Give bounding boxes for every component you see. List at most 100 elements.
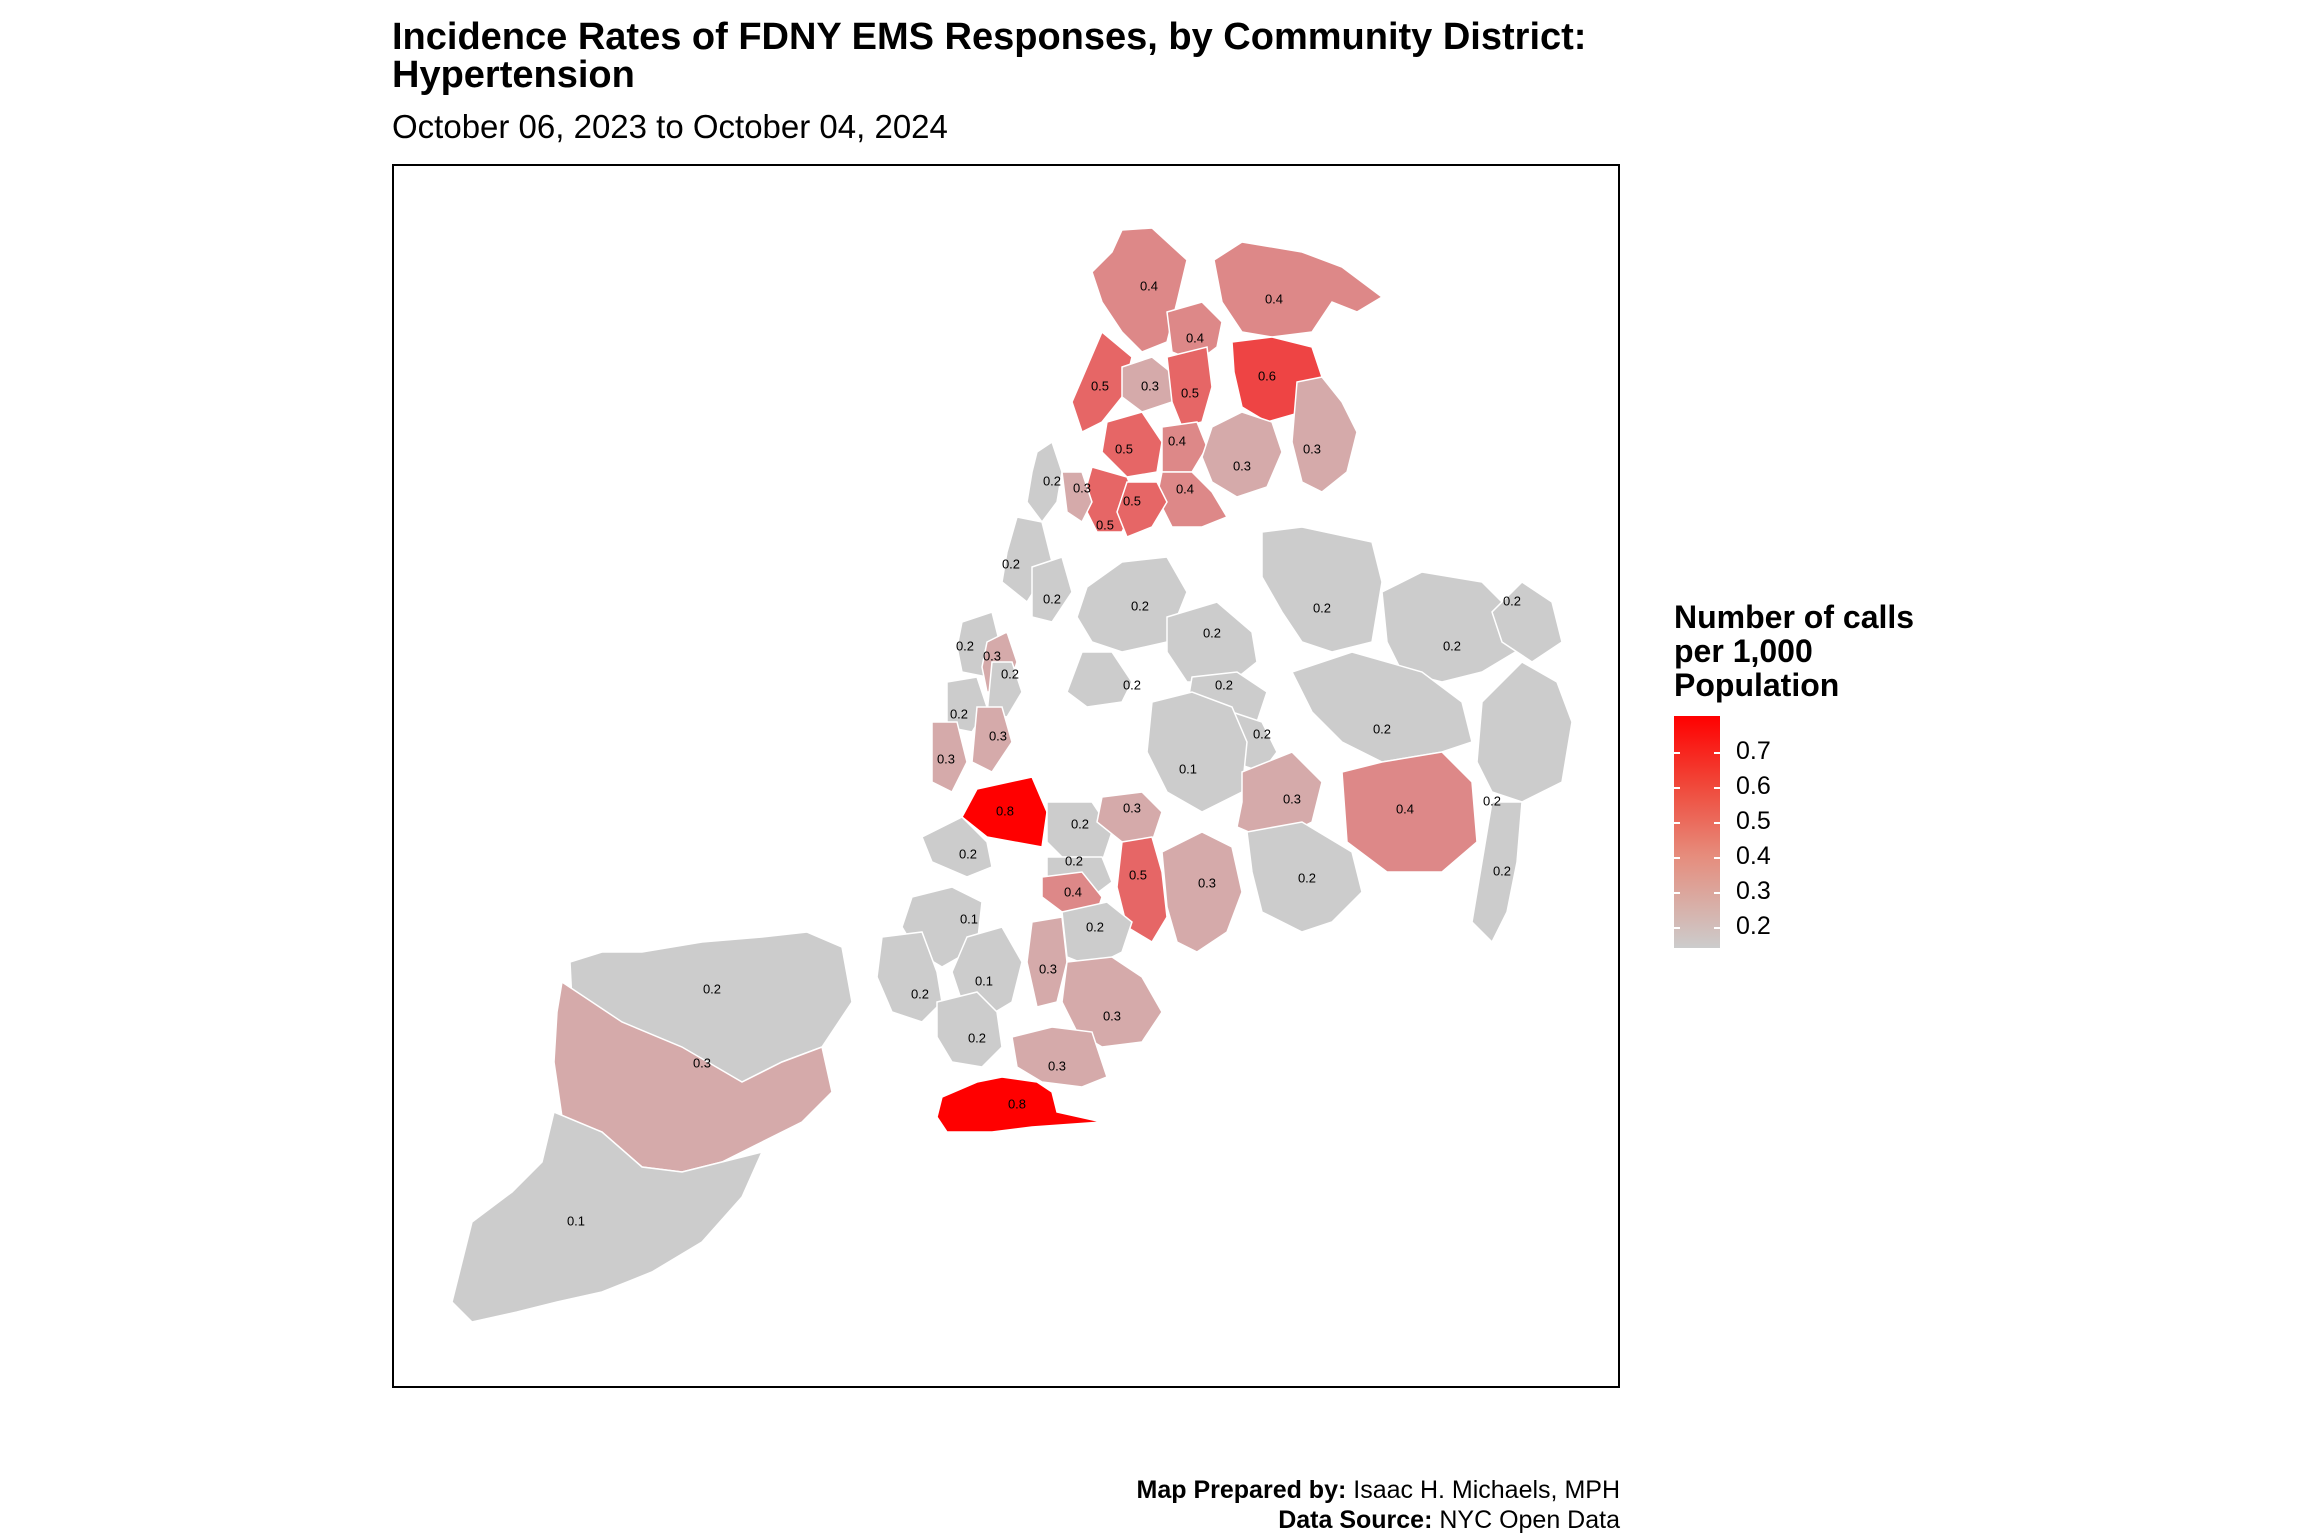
district-value-label: 0.2 [1443,638,1461,653]
district-brooklyn-44 [1116,836,1168,944]
legend-tickmark [1674,822,1680,824]
district-brooklyn-48 [1061,901,1133,968]
legend-tickmark [1674,927,1680,929]
district-value-label: 0.2 [959,846,977,861]
legend-title: Number of calls per 1,000 Population [1674,600,1914,702]
district-value-label: 0.2 [1065,853,1083,868]
caption-source-label: Data Source: [1278,1506,1433,1534]
caption-data-source: Data Source: NYC Open Data [1278,1506,1620,1535]
district-manhattan-15 [1061,471,1093,524]
district-value-label: 0.5 [1091,378,1109,393]
district-queens-36 [1476,661,1573,803]
district-queens-30 [1491,581,1563,663]
legend-tickmark [1714,857,1720,859]
district-bronx-5 [1166,346,1213,428]
district-value-label: 0.2 [1503,593,1521,608]
district-manhattan-14 [1026,440,1063,524]
district-value-label: 0.1 [960,911,978,926]
district-value-label: 0.3 [1073,480,1091,495]
caption-prepared-label: Map Prepared by: [1136,1476,1347,1504]
district-brooklyn-51 [1061,956,1163,1048]
legend-tickmark [1714,787,1720,789]
district-value-label: 0.2 [1203,625,1221,640]
district-value-label: 0.3 [1039,961,1057,976]
map-frame: 0.4 0.4 0.4 0.5 0.3 0.5 0.6 0.5 0.4 0.3 0.3 0.5 0.4 0… [392,164,1620,1388]
district-queens-26 [1066,651,1133,708]
legend-tickmark [1674,857,1680,859]
district-value-label: 0.2 [1253,726,1271,741]
district-value-label: 0.8 [1008,1096,1026,1111]
district-value-label: 0.2 [1086,919,1104,934]
district-value-label: 0.3 [983,648,1001,663]
title-line-2: Hypertension [392,54,635,96]
district-bronx-8 [1161,421,1208,473]
district-value-label: 0.2 [1313,600,1331,615]
district-value-label: 0.5 [1181,385,1199,400]
district-manhattan-20 [986,661,1023,718]
legend-tick-0.3: 0.3 [1736,877,1771,905]
district-queens-29 [1381,571,1534,683]
district-queens-31 [1290,651,1473,763]
district-value-label: 0.1 [1179,761,1197,776]
district-value-label: 0.2 [1493,863,1511,878]
district-value-label: 0.4 [1396,801,1414,816]
district-value-label: 0.2 [1215,677,1233,692]
district-staten-island-57 [553,980,833,1173]
district-value-label: 0.3 [1303,441,1321,456]
district-value-label: 0.2 [1131,598,1149,613]
district-brooklyn-50 [1026,916,1068,1008]
title-line-1: Incidence Rates of FDNY EMS Responses, b… [392,16,1587,58]
caption-prepared-value: Isaac H. Michaels, MPH [1346,1476,1620,1504]
district-value-label: 0.6 [1258,368,1276,383]
district-value-label: 0.2 [1373,721,1391,736]
district-value-label: 0.2 [950,706,968,721]
district-bronx-2 [1166,301,1223,363]
district-queens-28 [1261,526,1383,653]
legend-color-bar [1674,716,1720,948]
legend-title-line-3: Population [1674,667,1840,703]
legend-tickmark [1714,822,1720,824]
district-value-label: 0.5 [1123,493,1141,508]
district-value-label: 0.2 [911,986,929,1001]
district-brooklyn-53 [936,991,1003,1068]
district-value-label: 0.3 [1048,1058,1066,1073]
district-value-label: 0.2 [703,981,721,996]
legend-tick-0.4: 0.4 [1736,842,1771,870]
district-value-label: 0.2 [1001,666,1019,681]
legend-tickmark [1714,892,1720,894]
district-queens-38 [1246,821,1363,933]
district-value-label: 0.1 [975,973,993,988]
district-value-label: 0.4 [1176,481,1194,496]
district-value-label: 0.2 [1483,793,1501,808]
district-brooklyn-52 [876,931,943,1023]
district-manhattan-17 [1031,556,1073,623]
district-bronx-1 [1213,241,1384,338]
district-bronx-13 [1116,481,1168,538]
district-value-label: 0.2 [1123,677,1141,692]
legend-tick-0.7: 0.7 [1736,737,1771,765]
legend-title-line-2: per 1,000 [1674,633,1813,669]
caption-prepared-by: Map Prepared by: Isaac H. Michaels, MPH [1137,1476,1620,1505]
district-value-label: 0.4 [1064,884,1082,899]
caption-source-value: NYC Open Data [1432,1506,1620,1534]
legend-tick-0.5: 0.5 [1736,807,1771,835]
district-bronx-10 [1291,376,1358,493]
district-value-label: 0.3 [1141,378,1159,393]
legend-tickmark [1714,927,1720,929]
district-bronx-9 [1201,411,1283,498]
map-subtitle: October 06, 2023 to October 04, 2024 [392,108,948,145]
district-value-label: 0.3 [937,751,955,766]
legend-tick-0.6: 0.6 [1736,772,1771,800]
district-queens-35 [1341,751,1478,873]
district-brooklyn-45 [1161,831,1243,953]
legend-tickmark [1714,752,1720,754]
legend-tick-0.2: 0.2 [1736,912,1771,940]
map-title: Incidence Rates of FDNY EMS Responses, b… [392,18,1586,94]
district-value-label: 0.3 [693,1055,711,1070]
district-brooklyn-42 [921,816,993,878]
district-manhattan-22 [971,706,1013,773]
district-value-label: 0.4 [1140,278,1158,293]
district-value-label: 0.2 [1071,816,1089,831]
district-value-label: 0.2 [1298,870,1316,885]
legend-title-line-1: Number of calls [1674,599,1915,635]
